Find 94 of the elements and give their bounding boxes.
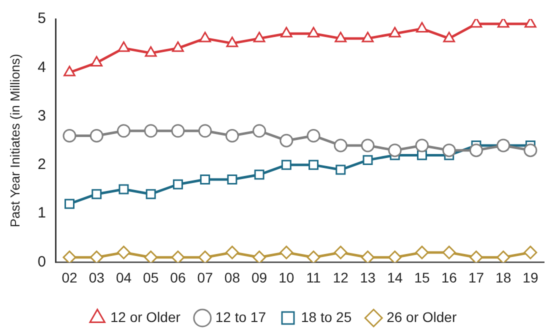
point [336,164,346,175]
x-tick-label: 07 [197,269,214,286]
x-tick-label: 10 [278,269,294,286]
point [62,128,76,142]
point [253,32,266,42]
point [90,128,104,142]
point [198,250,212,262]
point [280,246,294,260]
point [280,134,294,148]
point [171,250,185,262]
x-tick-label: 09 [252,269,268,286]
point [469,144,483,158]
legend-label: 18 to 25 [301,308,352,325]
point [388,144,402,158]
point [118,41,130,52]
point [334,32,347,42]
point [199,32,212,42]
point [144,46,157,57]
x-tick-label: 15 [414,269,430,286]
point [118,184,129,194]
point [362,155,373,166]
point [334,246,348,260]
point [470,19,482,28]
point [497,19,510,28]
x-tick-label: 03 [88,269,105,286]
point [361,250,375,262]
point [92,189,102,200]
point [361,138,375,152]
y-axis-title: Past Year Initiates (in Millions) [7,54,22,228]
x-tick-label: 14 [387,269,403,286]
x-tick-label: 08 [224,269,240,286]
point [524,144,538,158]
point [280,26,292,38]
point [524,246,538,260]
x-tick-label: 16 [441,269,458,286]
y-tick-label: 0 [38,253,46,270]
point [172,179,183,190]
point [415,138,429,152]
point [116,246,130,260]
point [442,246,456,260]
y-tick-label: 5 [38,10,46,28]
point [116,124,130,138]
point [388,26,401,38]
x-tick-label: 02 [62,269,78,286]
x-tick-label: 19 [522,269,538,286]
point [200,174,210,185]
legend-label: 26 or Older [386,308,457,325]
point [306,250,320,262]
point [308,26,320,38]
x-tick-label: 18 [496,269,512,286]
point [252,250,266,262]
point [171,124,185,138]
point [415,246,429,260]
y-tick-label: 4 [38,58,46,76]
x-tick-label: 13 [360,269,376,286]
point [388,250,402,262]
point [198,124,212,138]
x-tick-label: 17 [468,269,484,286]
point [362,32,374,42]
point [227,174,238,185]
point [252,124,266,138]
point [90,250,104,262]
point [225,246,239,260]
point [281,160,292,170]
point [64,66,76,76]
legend-label: 12 or Older [110,308,181,325]
point [144,124,158,138]
point [308,160,319,170]
point [144,250,158,262]
point [469,250,483,262]
y-tick-label: 3 [38,107,46,124]
point [442,144,456,158]
x-tick-label: 11 [306,269,321,286]
point [62,250,76,262]
point [524,19,536,28]
point [226,36,238,48]
point [306,128,320,142]
point [90,56,103,67]
x-tick-label: 12 [332,269,349,286]
y-tick-label: 1 [38,204,46,222]
point [146,189,156,200]
x-tick-label: 04 [116,269,132,286]
point [496,250,510,262]
x-tick-label: 06 [170,269,186,286]
point [443,32,456,42]
point [172,41,184,52]
point [254,170,264,180]
point [334,138,348,152]
legend-label: 12 to 17 [215,308,266,325]
y-tick-label: 2 [38,156,46,174]
point [225,128,239,142]
x-tick-label: 05 [143,269,159,286]
point [64,198,74,209]
point [416,22,428,32]
